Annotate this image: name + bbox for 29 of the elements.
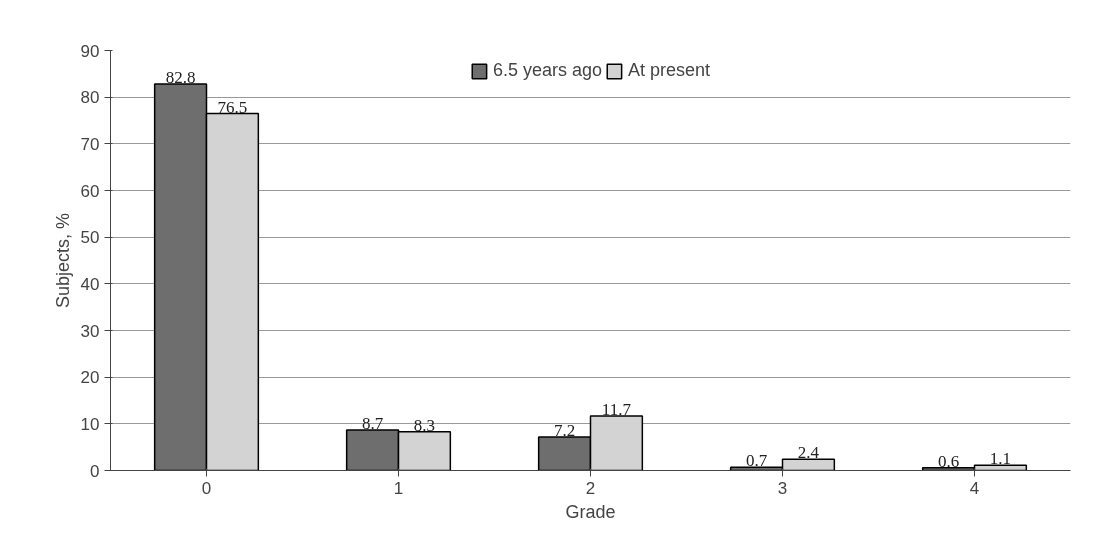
data-label: 76.5 <box>217 97 248 117</box>
data-label: 1.1 <box>989 449 1012 469</box>
y-tick-label: 40 <box>80 274 100 294</box>
y-tick-label: 50 <box>80 228 100 248</box>
y-tick-label: 90 <box>80 41 100 61</box>
data-label: 2.4 <box>797 443 820 463</box>
y-tick-label: 0 <box>90 461 100 481</box>
y-tick-label: 60 <box>80 181 100 201</box>
x-tick-label: 4 <box>969 478 980 498</box>
x-tick-label: 3 <box>777 478 788 498</box>
data-label: 82.8 <box>165 68 196 88</box>
y-tick-label: 70 <box>80 134 100 154</box>
x-tick-label: 0 <box>201 478 212 498</box>
y-tick-label: 80 <box>80 88 100 108</box>
legend-label: 6.5 years ago <box>492 60 603 81</box>
y-tick-label: 10 <box>80 414 100 434</box>
data-label: 0.6 <box>937 451 960 471</box>
data-label: 0.7 <box>745 451 768 471</box>
x-tick-label: 1 <box>393 478 404 498</box>
legend-label: At present <box>628 60 711 81</box>
y-axis-title: Subjects, % <box>52 212 73 309</box>
data-label: 8.3 <box>413 415 436 435</box>
x-tick-label: 2 <box>585 478 596 498</box>
y-tick-label: 30 <box>80 321 100 341</box>
x-axis-title: Grade <box>565 501 616 522</box>
data-label: 7.2 <box>553 420 576 440</box>
data-label: 8.7 <box>361 413 384 433</box>
y-tick-label: 20 <box>80 368 100 388</box>
data-label: 11.7 <box>601 399 632 419</box>
